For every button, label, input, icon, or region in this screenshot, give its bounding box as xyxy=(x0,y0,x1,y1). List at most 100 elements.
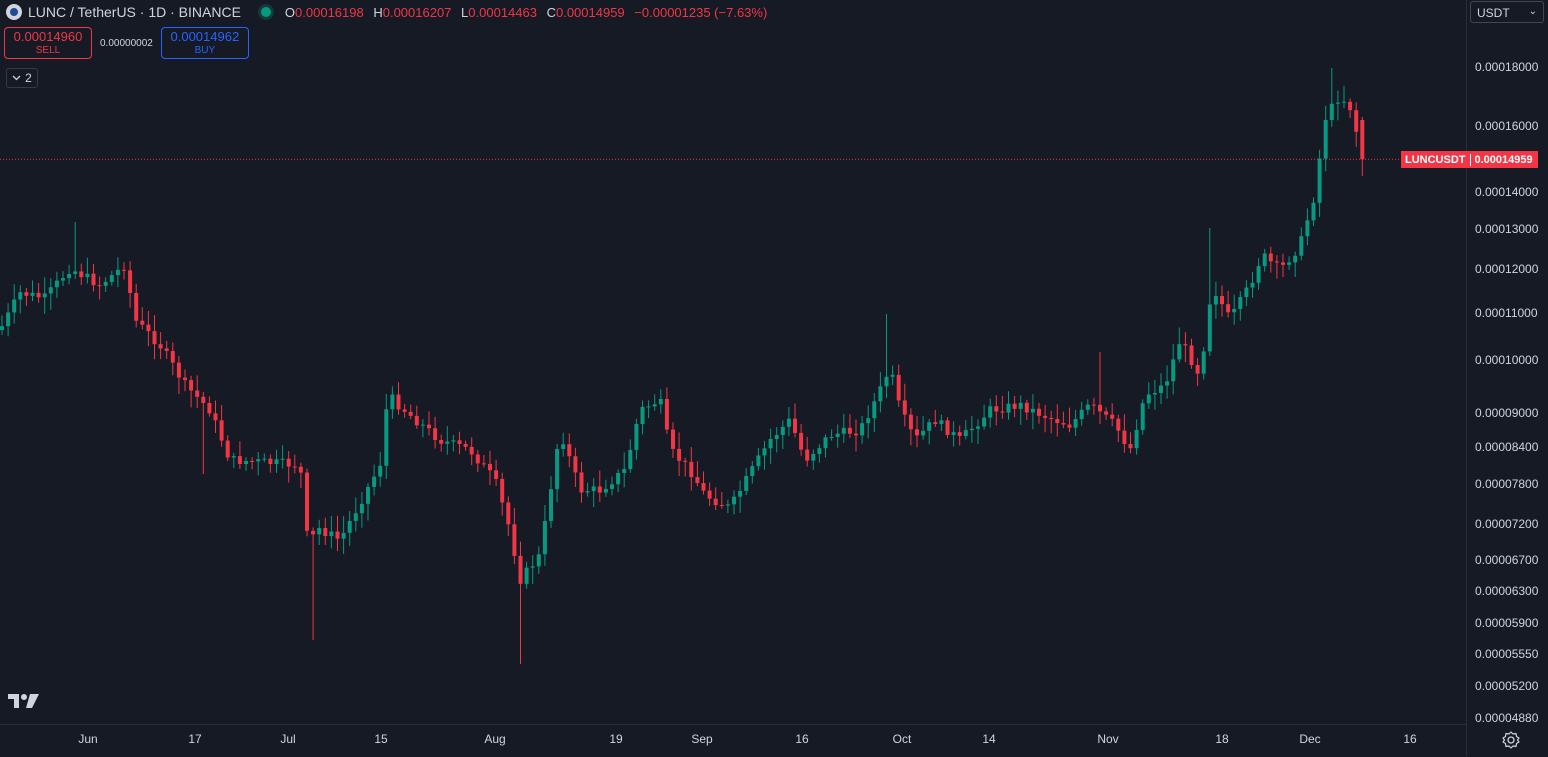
currency-select[interactable]: USDT ⌄ xyxy=(1470,1,1544,23)
candle[interactable] xyxy=(1311,197,1316,226)
candle[interactable] xyxy=(1122,414,1127,453)
candle[interactable] xyxy=(494,459,499,486)
candle[interactable] xyxy=(530,555,535,585)
candle[interactable] xyxy=(36,283,41,303)
candle[interactable] xyxy=(439,434,444,452)
candle[interactable] xyxy=(634,418,639,460)
candle[interactable] xyxy=(1024,399,1029,420)
candle[interactable] xyxy=(1329,68,1334,127)
candle[interactable] xyxy=(427,411,431,436)
candle[interactable] xyxy=(1360,117,1365,176)
candle[interactable] xyxy=(640,400,645,435)
candle[interactable] xyxy=(195,375,200,408)
candle[interactable] xyxy=(1055,404,1060,437)
candle[interactable] xyxy=(122,262,126,280)
candle[interactable] xyxy=(1220,285,1224,317)
candle[interactable] xyxy=(323,517,328,545)
candle[interactable] xyxy=(1085,399,1090,415)
candle[interactable] xyxy=(6,303,11,337)
candle[interactable] xyxy=(170,342,175,376)
candle[interactable] xyxy=(591,478,596,508)
candle[interactable] xyxy=(213,400,218,434)
candle[interactable] xyxy=(457,431,462,455)
candle[interactable] xyxy=(915,416,919,448)
candle[interactable] xyxy=(762,440,767,470)
candle[interactable] xyxy=(475,449,480,473)
candle[interactable] xyxy=(1262,248,1267,272)
candle[interactable] xyxy=(54,271,59,298)
candle[interactable] xyxy=(42,277,47,314)
candle[interactable] xyxy=(1061,411,1066,429)
candle[interactable] xyxy=(1348,98,1353,118)
candle[interactable] xyxy=(988,398,993,428)
candle[interactable] xyxy=(1134,419,1139,455)
candle[interactable] xyxy=(219,405,224,447)
tradingview-logo-icon[interactable] xyxy=(8,692,40,715)
candle[interactable] xyxy=(384,393,389,479)
candle[interactable] xyxy=(902,383,907,427)
candle[interactable] xyxy=(713,487,718,511)
candle[interactable] xyxy=(805,436,810,467)
candle[interactable] xyxy=(884,314,889,399)
candle[interactable] xyxy=(1091,397,1096,415)
candle[interactable] xyxy=(292,454,297,474)
candle[interactable] xyxy=(67,264,72,285)
candle[interactable] xyxy=(701,471,706,495)
candle[interactable] xyxy=(872,392,877,433)
candle[interactable] xyxy=(1232,294,1237,325)
candle[interactable] xyxy=(1281,253,1285,278)
candle[interactable] xyxy=(518,541,523,664)
candle[interactable] xyxy=(469,437,474,466)
candle[interactable] xyxy=(1274,255,1279,279)
sell-button[interactable]: 0.00014960 SELL xyxy=(4,27,92,59)
candle[interactable] xyxy=(146,310,151,347)
candle[interactable] xyxy=(652,394,657,411)
candle[interactable] xyxy=(622,452,627,488)
candle[interactable] xyxy=(48,278,53,310)
candle[interactable] xyxy=(1000,396,1005,419)
candle[interactable] xyxy=(969,415,974,443)
candle[interactable] xyxy=(1116,414,1121,443)
candle[interactable] xyxy=(1159,373,1163,404)
buy-button[interactable]: 0.00014962 BUY xyxy=(160,27,249,59)
candle[interactable] xyxy=(542,505,547,566)
candle[interactable] xyxy=(97,276,102,300)
candle[interactable] xyxy=(585,482,590,497)
candle[interactable] xyxy=(164,340,169,359)
candle[interactable] xyxy=(481,454,486,468)
candle[interactable] xyxy=(890,365,895,386)
candle[interactable] xyxy=(756,447,761,471)
candle[interactable] xyxy=(725,499,730,514)
candle[interactable] xyxy=(732,490,736,515)
candle[interactable] xyxy=(366,482,370,521)
candle[interactable] xyxy=(420,419,425,438)
candle[interactable] xyxy=(1250,272,1255,298)
candle[interactable] xyxy=(1049,410,1054,434)
symbol-title[interactable]: LUNC / TetherUS · 1D · BINANCE xyxy=(28,4,241,20)
candle[interactable] xyxy=(555,444,560,503)
candle[interactable] xyxy=(1238,291,1243,321)
candle[interactable] xyxy=(866,405,871,439)
candle[interactable] xyxy=(603,479,608,497)
candle[interactable] xyxy=(85,257,90,284)
candle[interactable] xyxy=(128,261,133,308)
candle[interactable] xyxy=(1098,352,1102,425)
candle[interactable] xyxy=(1268,246,1273,273)
candle[interactable] xyxy=(567,433,572,468)
candle[interactable] xyxy=(957,425,962,446)
candle[interactable] xyxy=(201,392,206,474)
candle[interactable] xyxy=(506,496,511,537)
candle[interactable] xyxy=(573,447,578,488)
candle[interactable] xyxy=(183,369,187,392)
candle[interactable] xyxy=(921,416,926,440)
candle[interactable] xyxy=(115,257,120,288)
candle[interactable] xyxy=(500,472,505,516)
candle[interactable] xyxy=(189,375,194,408)
candle[interactable] xyxy=(329,515,334,549)
candle[interactable] xyxy=(18,285,23,314)
candle[interactable] xyxy=(414,405,419,429)
candle[interactable] xyxy=(12,284,17,324)
candle[interactable] xyxy=(335,515,340,552)
candle[interactable] xyxy=(402,404,407,418)
candle[interactable] xyxy=(347,511,352,546)
